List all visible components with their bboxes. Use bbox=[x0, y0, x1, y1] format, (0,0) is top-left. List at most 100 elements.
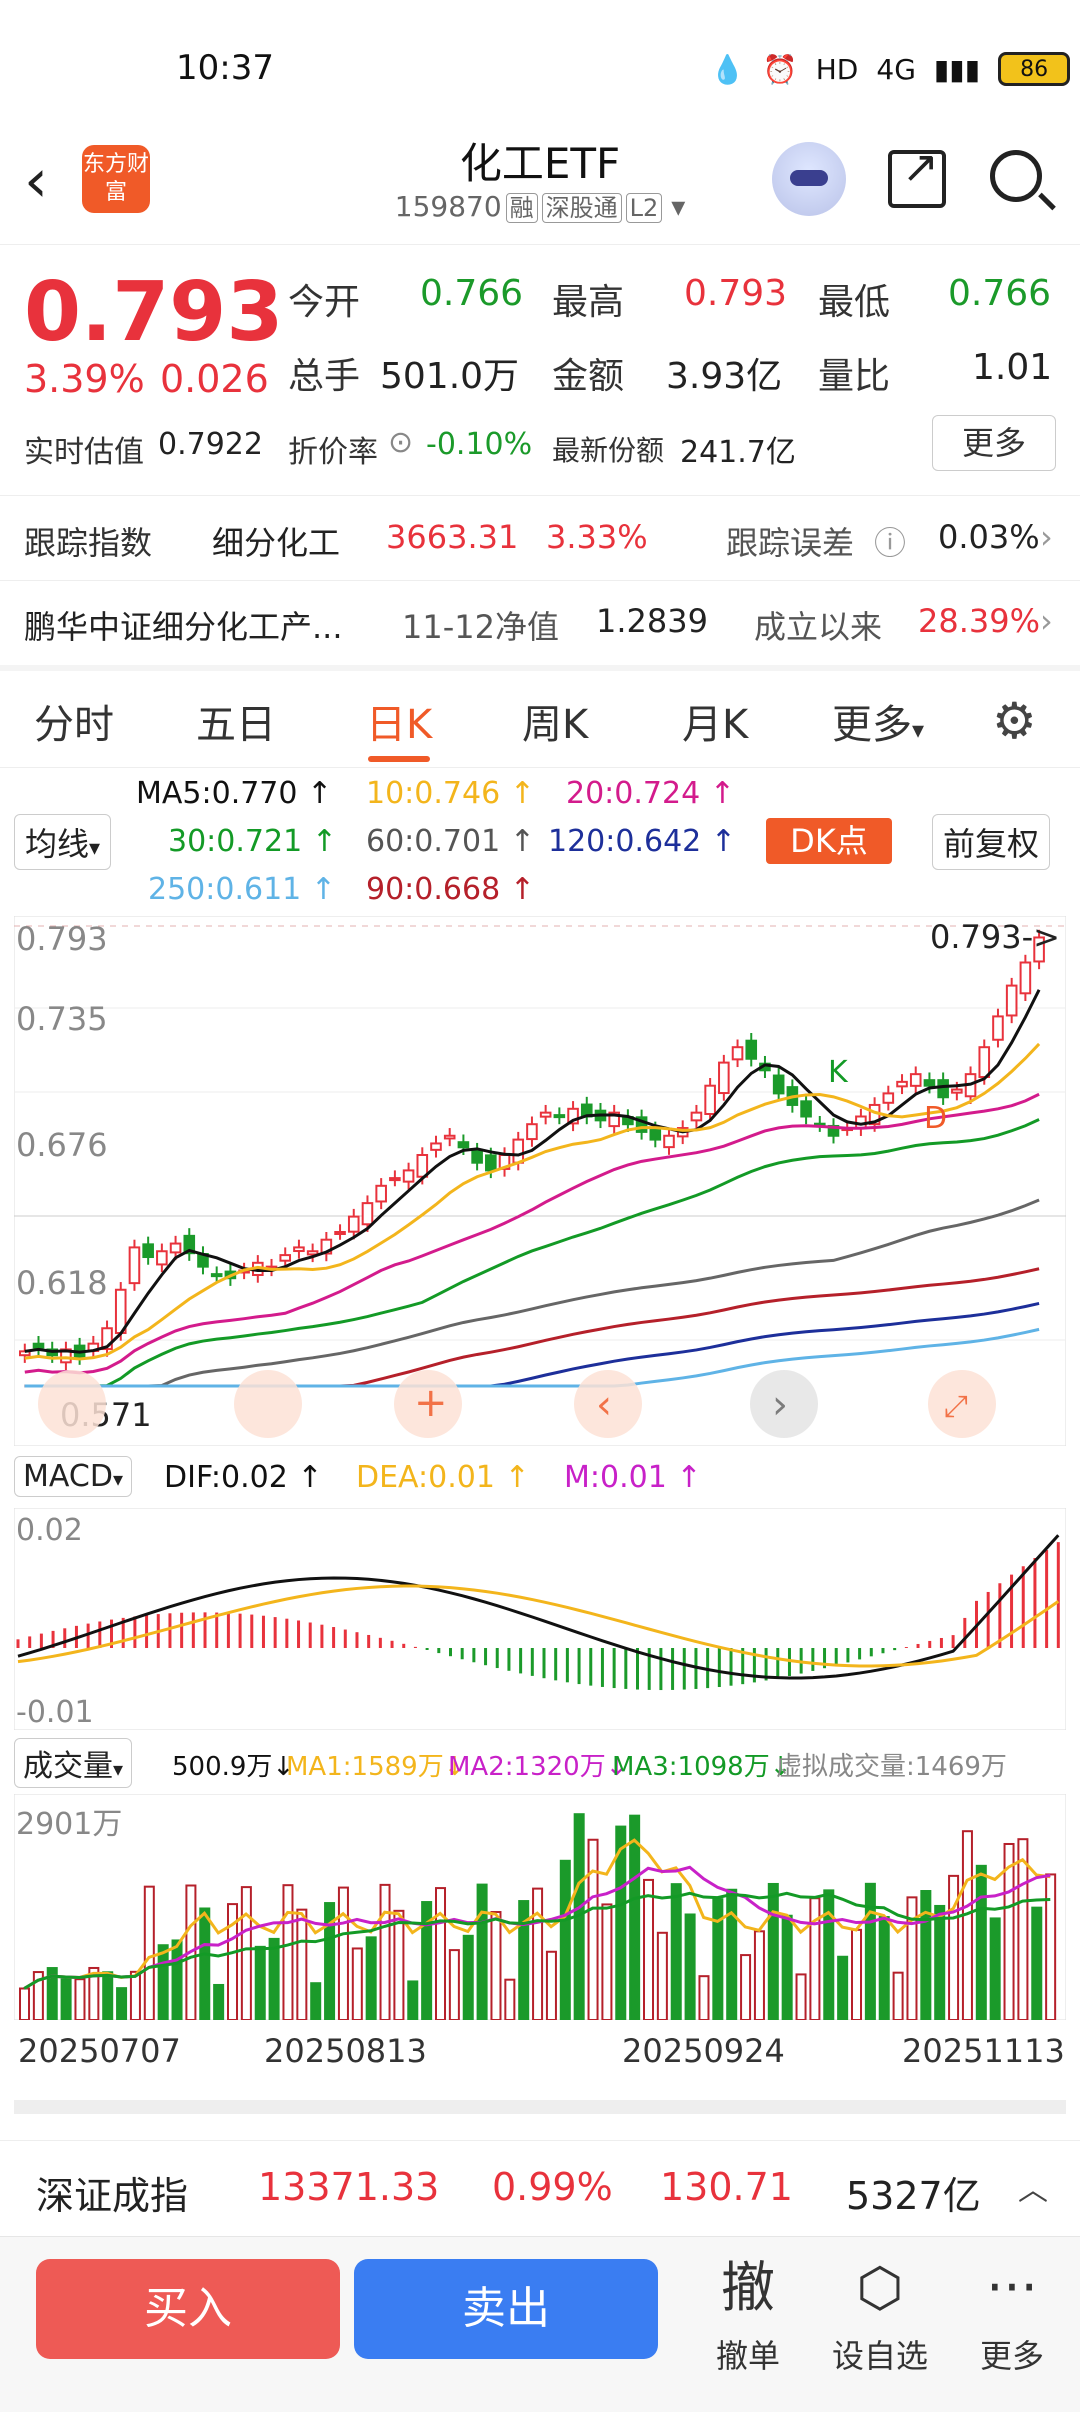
volume-bar bbox=[656, 1931, 668, 2020]
high-value: 0.793 bbox=[684, 273, 788, 314]
volume-bar bbox=[753, 1930, 765, 2020]
more-actions-button[interactable]: ··· 更多 bbox=[952, 2255, 1072, 2377]
volume-bar bbox=[948, 1874, 960, 2020]
candle bbox=[169, 1242, 182, 1254]
security-code-row[interactable]: 159870 融深股通 L2 ▾ bbox=[0, 188, 1080, 223]
fullscreen-icon[interactable] bbox=[928, 1370, 996, 1438]
tag-margin: 融 bbox=[505, 193, 538, 223]
macd-chart[interactable]: 0.02 -0.01 bbox=[14, 1508, 1066, 1730]
tracking-row[interactable]: 跟踪指数 细分化工 3663.31 3.33% 跟踪误差 ⓘ 0.03% › bbox=[0, 496, 1080, 580]
macd-tick-top: 0.02 bbox=[16, 1513, 83, 1548]
macd-dif: DIF:0.02 ↑ bbox=[164, 1460, 323, 1495]
volume-bar bbox=[171, 1939, 183, 2020]
sell-button[interactable]: 卖出 bbox=[354, 2259, 658, 2359]
macd-m: M:0.01 ↑ bbox=[564, 1460, 702, 1495]
zoom-in-icon[interactable] bbox=[234, 1370, 302, 1438]
volume-bar bbox=[767, 1882, 779, 2020]
volume-bar bbox=[407, 1980, 419, 2020]
tracking-label: 跟踪指数 bbox=[24, 524, 153, 562]
volume-bar bbox=[545, 1950, 557, 2020]
volume-bar bbox=[476, 1883, 488, 2020]
fund-row[interactable]: 鹏华中证细分化工产... 11-12净值 1.2839 成立以来 28.39% … bbox=[0, 580, 1080, 664]
volume-bar bbox=[643, 1878, 655, 2020]
y-tick-3: 0.676 bbox=[16, 1126, 108, 1164]
kline-chart[interactable]: 0.793 0.735 0.676 0.618 0.571 0.793-> K … bbox=[14, 916, 1066, 1446]
change-abs: 0.026 bbox=[160, 357, 269, 401]
tab-intraday[interactable]: 分时 bbox=[34, 702, 114, 748]
tab-five-day[interactable]: 五日 bbox=[196, 702, 276, 748]
status-time: 10:37 bbox=[176, 48, 274, 88]
gear-icon[interactable]: ⚙ bbox=[992, 692, 1037, 750]
volume-bar bbox=[809, 1897, 821, 2020]
volume-bar bbox=[601, 1903, 613, 2020]
volume-bar bbox=[851, 1928, 863, 2020]
candle bbox=[1005, 984, 1018, 1017]
cancel-order-button[interactable]: 撤 撤单 bbox=[688, 2255, 808, 2377]
candle bbox=[471, 1149, 483, 1164]
volume-chart[interactable]: 2901万 bbox=[14, 1794, 1066, 2020]
back-icon[interactable]: ‹ bbox=[24, 146, 48, 216]
buy-button[interactable]: 买入 bbox=[36, 2259, 340, 2359]
tab-monthly-k[interactable]: 月K bbox=[682, 702, 749, 748]
tracking-index-name: 细分化工 bbox=[212, 524, 341, 562]
candle bbox=[1033, 936, 1045, 963]
volume-bar bbox=[337, 1886, 349, 2020]
search-icon[interactable] bbox=[990, 150, 1042, 202]
volume-bar bbox=[393, 1909, 405, 2020]
index-name: 深证成指 bbox=[36, 2174, 189, 2218]
share-icon[interactable] bbox=[888, 142, 946, 208]
candle bbox=[539, 1111, 552, 1118]
more-dots-icon: ··· bbox=[986, 2256, 1038, 2319]
volume-bar bbox=[975, 1864, 987, 2020]
ma5-legend: MA5:0.770 ↑ bbox=[136, 776, 333, 811]
drop-icon: 💧 bbox=[710, 52, 745, 86]
tab-daily-k[interactable]: 日K bbox=[366, 702, 433, 748]
volume-bar bbox=[712, 1898, 724, 2020]
candle bbox=[334, 1231, 346, 1235]
candle bbox=[32, 1342, 45, 1349]
index-pct: 0.99% bbox=[492, 2165, 613, 2209]
ma-selector[interactable]: 均线▾ bbox=[14, 814, 112, 870]
x-tick-3: 20250924 bbox=[622, 2032, 785, 2070]
info-icon[interactable]: ⊙ bbox=[388, 425, 414, 460]
vol-ma1: MA1:1589万↓ bbox=[286, 1752, 466, 1782]
help-icon[interactable]: ⓘ bbox=[874, 524, 907, 562]
assistant-robot-icon[interactable] bbox=[772, 142, 846, 216]
zoom-out-icon[interactable] bbox=[38, 1370, 106, 1438]
next-arrow-icon[interactable] bbox=[750, 1370, 818, 1438]
tracking-index-pct: 3.33% bbox=[546, 518, 648, 556]
volume-selector[interactable]: 成交量▾ bbox=[14, 1738, 133, 1788]
candle bbox=[951, 1088, 963, 1094]
candle bbox=[512, 1138, 525, 1164]
candle bbox=[608, 1111, 620, 1128]
y-tick-2: 0.735 bbox=[16, 1000, 108, 1038]
since-value: 28.39% bbox=[918, 602, 1041, 640]
candle bbox=[1019, 961, 1032, 995]
tab-more[interactable]: 更多▾ bbox=[832, 702, 925, 748]
chart-scrollbar[interactable] bbox=[14, 2100, 1066, 2114]
chevron-up-icon[interactable]: ︿ bbox=[1018, 2173, 1048, 2208]
hd-icon: HD bbox=[815, 52, 859, 86]
add-icon[interactable] bbox=[394, 1370, 462, 1438]
volume-bar bbox=[240, 1886, 252, 2020]
tag-l2: L2 bbox=[625, 193, 663, 223]
chevron-right-icon: › bbox=[1040, 518, 1053, 556]
y-tick-top: 0.793 bbox=[16, 920, 108, 958]
candle bbox=[210, 1273, 223, 1278]
k-marker: K bbox=[828, 1055, 849, 1090]
more-quote-button[interactable]: 更多 bbox=[932, 415, 1056, 471]
volume-bar bbox=[837, 1955, 849, 2020]
candle bbox=[293, 1246, 305, 1253]
prev-arrow-icon[interactable] bbox=[574, 1370, 642, 1438]
ma30-legend: 30:0.721 ↑ bbox=[168, 824, 337, 859]
vol-ma3: MA3:1098万↓ bbox=[612, 1752, 792, 1782]
add-watchlist-button[interactable]: ⬡ 设自选 bbox=[820, 2255, 940, 2377]
macd-selector[interactable]: MACD▾ bbox=[14, 1456, 132, 1497]
tab-weekly-k[interactable]: 周K bbox=[522, 702, 589, 748]
volume-value: 501.0万 bbox=[380, 356, 520, 397]
market-index-bar[interactable]: 深证成指 13371.33 0.99% 130.71 5327亿 ︿ bbox=[0, 2140, 1080, 2236]
volume-bar bbox=[920, 1890, 932, 2020]
volume-bar bbox=[254, 1945, 266, 2020]
dk-point-button[interactable]: DK点 bbox=[766, 818, 892, 864]
adjust-button[interactable]: 前复权 bbox=[932, 814, 1051, 870]
